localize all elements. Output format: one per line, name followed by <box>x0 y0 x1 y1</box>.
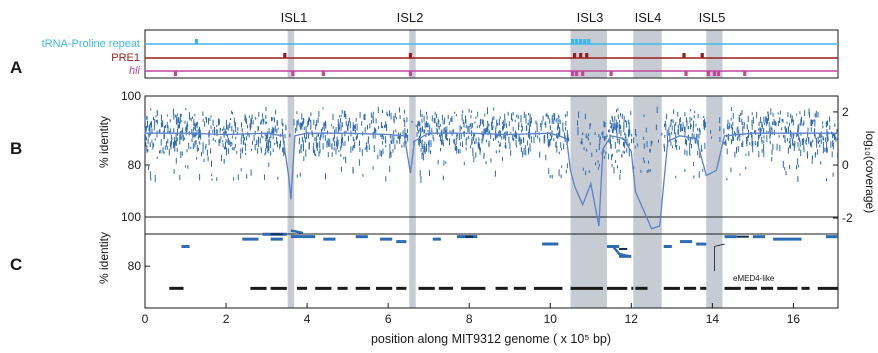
island-band-1 <box>287 217 295 308</box>
ytick-label-left: 100 <box>121 89 141 103</box>
island-band-3 <box>570 30 607 78</box>
island-label-4: ISL4 <box>635 10 662 25</box>
island-label-2: ISL2 <box>397 10 424 25</box>
identity-segment-slope <box>612 245 630 258</box>
track-mark <box>706 71 710 76</box>
panel-b-ylabel-right: log₁₀(coverage) <box>863 131 877 213</box>
island-band-5 <box>706 30 723 78</box>
track-mark <box>173 71 177 76</box>
track-mark <box>585 53 589 58</box>
island-band-3 <box>570 96 607 234</box>
track-label-trna: tRNA-Proline repeat <box>42 38 140 50</box>
ytick-label-right: 0 <box>842 158 849 172</box>
island-shading-layer <box>287 30 723 308</box>
panel-c-frame <box>144 216 839 309</box>
track-mark <box>283 53 287 58</box>
identity-scatter-sparse <box>577 132 659 174</box>
track-mark <box>575 39 579 44</box>
track-label-pre1: PRE1 <box>111 52 140 64</box>
track-mark <box>579 53 583 58</box>
track-mark <box>581 71 585 76</box>
xtick-label: 12 <box>625 312 639 326</box>
track-mark <box>684 71 688 76</box>
coverage-line <box>145 132 838 230</box>
track-mark <box>570 71 575 76</box>
panel-b-ylabel: % identity <box>97 116 111 168</box>
track-mark <box>579 39 583 44</box>
island-label-3: ISL3 <box>577 10 604 25</box>
identity-scatter <box>144 106 838 184</box>
track-mark <box>408 71 413 76</box>
panel-c-plot: 80 100 0 2 4 6 8 10 12 14 16 <box>121 210 838 326</box>
ytick-label-c: 80 <box>128 259 142 273</box>
ytick-label-right: 2 <box>842 105 849 119</box>
island-band-3 <box>570 217 607 308</box>
island-band-4 <box>633 30 662 78</box>
track-label-hli: hli <box>129 65 141 77</box>
track-mark <box>716 71 721 76</box>
annotation-emed4: eMED4-like <box>733 274 775 283</box>
track-mark <box>194 39 199 44</box>
ytick-label-right: -2 <box>842 211 853 225</box>
track-mark <box>583 39 587 44</box>
island-label-1: ISL1 <box>281 10 308 25</box>
track-mark <box>712 71 716 76</box>
panel-letter-a: A <box>10 58 22 77</box>
island-band-1 <box>287 96 295 234</box>
track-mark <box>572 53 577 58</box>
ytick-label-left: 80 <box>128 158 142 172</box>
island-label-5: ISL5 <box>699 10 726 25</box>
track-mark <box>570 39 575 44</box>
xtick-label: 8 <box>466 312 473 326</box>
xtick-label: 6 <box>385 312 392 326</box>
track-mark <box>291 71 295 76</box>
identity-segment <box>290 229 304 235</box>
track-mark <box>682 53 686 58</box>
track-mark <box>587 39 591 44</box>
xtick-label: 0 <box>142 312 149 326</box>
track-mark <box>408 53 413 58</box>
island-band-2 <box>409 30 416 78</box>
panel-a-tracks <box>145 39 838 76</box>
panel-b-plot: 80 100 -2 0 2 <box>121 89 853 230</box>
xtick-label: 16 <box>787 312 801 326</box>
island-band-4 <box>633 217 662 308</box>
island-band-5 <box>706 96 723 234</box>
track-mark <box>743 71 747 76</box>
island-band-4 <box>633 96 662 234</box>
xtick-label: 4 <box>304 312 311 326</box>
xtick-label: 14 <box>706 312 720 326</box>
panel-letter-c: C <box>10 255 22 274</box>
island-band-2 <box>409 217 416 308</box>
island-band-1 <box>287 30 295 78</box>
panel-a-frame <box>144 29 839 79</box>
track-mark <box>321 71 325 76</box>
track-mark <box>575 71 579 76</box>
xtick-label: 2 <box>223 312 230 326</box>
track-mark <box>700 53 704 58</box>
island-band-2 <box>409 96 416 234</box>
annotation-line <box>714 243 725 247</box>
ytick-label-c: 100 <box>121 210 141 224</box>
xtick-label: 10 <box>544 312 558 326</box>
track-mark <box>609 71 613 76</box>
panel-c-xlabel: position along MIT9312 genome ( x 10⁵ bp… <box>371 332 611 346</box>
panel-c-ylabel: % identity <box>97 232 111 284</box>
panel-letter-b: B <box>10 139 22 158</box>
